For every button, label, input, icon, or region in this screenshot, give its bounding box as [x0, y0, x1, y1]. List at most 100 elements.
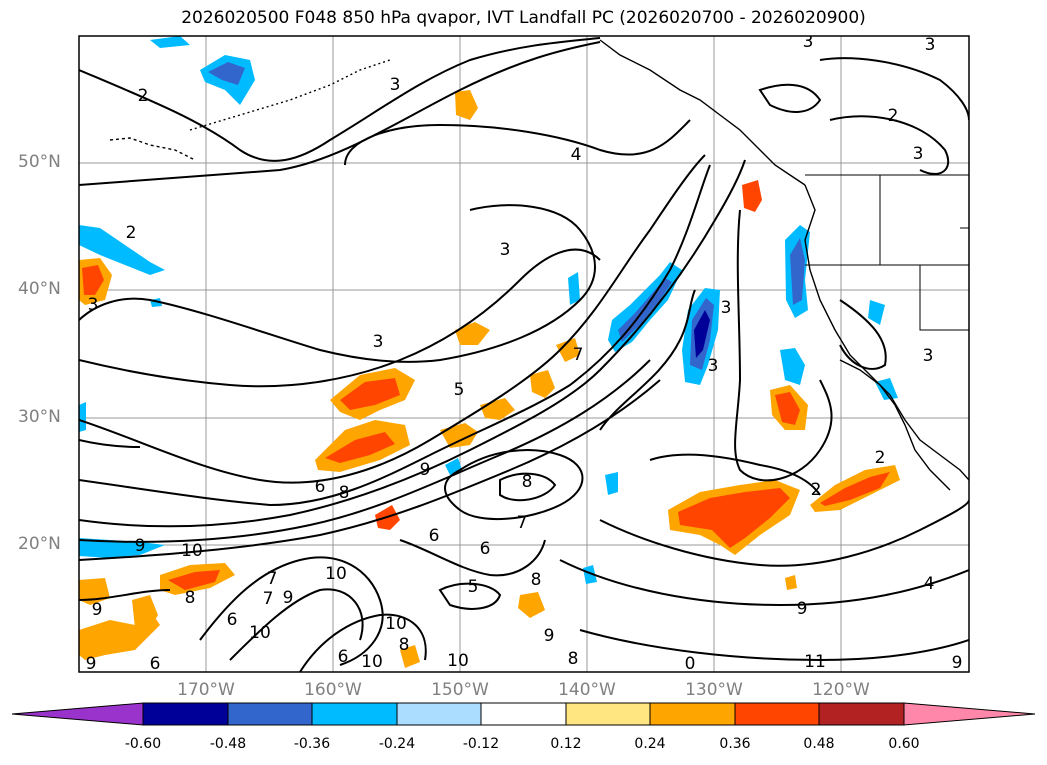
contour-labels: 2 3 3 4 3 2 3 3 3 3 5 7 3 3 6 8 9 8 7 6 … [86, 35, 963, 674]
lon-label-150W: 150°W [431, 680, 489, 700]
colorbar-tick: 0.48 [803, 736, 835, 752]
contour-label: 6 [315, 477, 326, 497]
contour-label: 0 [685, 654, 696, 674]
positive-patch [530, 370, 555, 398]
negative-patch-deep [694, 310, 710, 358]
contour-label: 9 [86, 654, 97, 674]
positive-patch-core [325, 432, 395, 463]
colorbar-segment [734, 702, 820, 726]
contour-label: 9 [420, 460, 431, 480]
positive-patch [132, 595, 158, 632]
positive-patch [556, 338, 580, 362]
qvapor-fill-patches [79, 36, 900, 668]
colorbar-tick: -0.60 [124, 736, 162, 752]
contour-label: 3 [390, 75, 401, 95]
contour-label: 7 [517, 513, 528, 533]
contour-label: 9 [952, 653, 963, 673]
lon-label-160W: 160°W [304, 680, 362, 700]
contour-label: 5 [468, 577, 479, 597]
contour-label: 3 [373, 332, 384, 352]
contour-label: 8 [568, 649, 579, 669]
colorbar-segment [227, 702, 313, 726]
lat-label-30N: 30°N [18, 407, 61, 427]
lon-label-120W: 120°W [812, 680, 870, 700]
colorbar-extend-high [903, 702, 1036, 726]
positive-patch-core [775, 392, 800, 425]
negative-patch [150, 36, 190, 48]
colorbar-tick: 0.60 [888, 736, 920, 752]
contour-label: 9 [797, 599, 808, 619]
contour-label: 2 [138, 86, 149, 106]
negative-patch [79, 538, 165, 558]
positive-patch [455, 322, 490, 345]
contour-label: 2 [875, 448, 886, 468]
colorbar-segment [480, 702, 567, 726]
contour-label: 9 [92, 600, 103, 620]
map-frame [78, 35, 970, 673]
positive-patch [518, 592, 545, 618]
colorbar-segment [818, 702, 905, 726]
contour-label: 2 [811, 480, 822, 500]
contour-label: 2 [888, 106, 899, 126]
negative-patch-core [208, 62, 245, 85]
negative-patch [780, 348, 805, 385]
contour-label: 9 [544, 626, 555, 646]
contour-label: 4 [924, 574, 935, 594]
negative-patch-core [790, 238, 805, 305]
contour-label: 10 [385, 614, 407, 634]
contour-label: 5 [454, 380, 465, 400]
contour-label: 10 [325, 564, 347, 584]
contour-label: 7 [267, 569, 278, 589]
contour-label: 3 [923, 346, 934, 366]
contour-label: 3 [88, 295, 99, 315]
colorbar-segment [311, 702, 398, 726]
contour-label: 8 [185, 588, 196, 608]
colorbar-segment [565, 702, 651, 726]
contour-label: 3 [721, 298, 732, 318]
lat-label-50N: 50°N [18, 152, 61, 172]
contour-label: 3 [913, 144, 924, 164]
colorbar-tick: -0.36 [293, 736, 331, 752]
contour-label: 7 [573, 345, 584, 365]
negative-patch [79, 225, 165, 275]
positive-patch [400, 645, 420, 668]
positive-patch-core [678, 488, 790, 548]
contour-label: 6 [227, 610, 238, 630]
contour-label: 2 [126, 223, 137, 243]
colorbar-tick: -0.48 [209, 736, 247, 752]
colorbar-segment [649, 702, 736, 726]
colorbar-tick: 0.36 [719, 736, 751, 752]
contour-label: 8 [522, 472, 533, 492]
negative-patch [605, 472, 618, 495]
positive-patch-core [82, 265, 104, 295]
colorbar-tick: 0.12 [550, 736, 582, 752]
negative-patch [868, 300, 885, 325]
contour-label: 11 [804, 652, 826, 672]
colorbar-segment [142, 702, 229, 726]
positive-patch [455, 90, 478, 120]
map-title: 2026020500 F048 850 hPa qvapor, IVT Land… [181, 8, 866, 28]
lon-label-170W: 170°W [177, 680, 235, 700]
contour-label: 3 [708, 356, 719, 376]
contour-label: 8 [399, 635, 410, 655]
political-borders [805, 174, 969, 331]
positive-patch-core [820, 472, 890, 506]
ivt-contours [79, 37, 969, 672]
colorbar-extend-low [11, 702, 144, 726]
lat-label-20N: 20°N [18, 534, 61, 554]
contour-label: 7 [263, 589, 274, 609]
positive-patch [742, 180, 762, 212]
contour-label: 6 [429, 526, 440, 546]
negative-patch [583, 565, 597, 584]
contour-label: 6 [338, 647, 349, 667]
contour-label: 4 [571, 145, 582, 165]
contour-label: 3 [925, 35, 936, 55]
contour-label: 10 [361, 652, 383, 672]
contour-label: 8 [531, 570, 542, 590]
contour-label: 6 [480, 539, 491, 559]
contour-label: 10 [181, 541, 203, 561]
contour-label: 8 [339, 483, 350, 503]
negative-patch [875, 378, 898, 400]
positive-patch [785, 575, 797, 590]
